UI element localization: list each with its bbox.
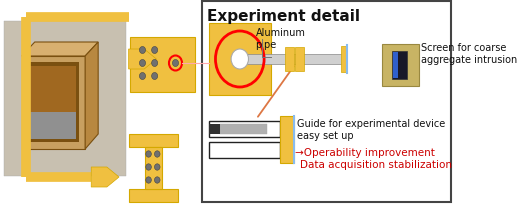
FancyBboxPatch shape	[202, 2, 451, 202]
Text: →Operability improvement: →Operability improvement	[294, 147, 435, 157]
Circle shape	[154, 177, 160, 183]
FancyBboxPatch shape	[4, 22, 126, 176]
Polygon shape	[28, 63, 79, 142]
Polygon shape	[22, 43, 98, 57]
FancyBboxPatch shape	[295, 48, 304, 72]
FancyBboxPatch shape	[208, 24, 271, 95]
FancyBboxPatch shape	[280, 116, 294, 163]
FancyBboxPatch shape	[240, 55, 345, 65]
Polygon shape	[30, 67, 77, 139]
Circle shape	[152, 47, 158, 54]
FancyBboxPatch shape	[130, 38, 195, 93]
Text: Screen for coarse
aggregate intrusion: Screen for coarse aggregate intrusion	[421, 43, 518, 64]
FancyBboxPatch shape	[285, 48, 294, 72]
FancyBboxPatch shape	[208, 142, 280, 158]
Polygon shape	[30, 112, 77, 139]
Circle shape	[172, 60, 179, 67]
FancyBboxPatch shape	[341, 47, 346, 73]
Text: Aluminum
pipe: Aluminum pipe	[255, 28, 305, 49]
Circle shape	[146, 177, 151, 183]
Circle shape	[154, 151, 160, 157]
FancyBboxPatch shape	[220, 124, 267, 134]
Circle shape	[231, 50, 249, 70]
Circle shape	[140, 47, 145, 54]
FancyBboxPatch shape	[382, 45, 419, 86]
FancyBboxPatch shape	[209, 124, 220, 134]
FancyBboxPatch shape	[208, 121, 280, 137]
Circle shape	[152, 60, 158, 67]
FancyBboxPatch shape	[129, 189, 178, 202]
FancyBboxPatch shape	[129, 134, 178, 147]
Circle shape	[146, 151, 151, 157]
Text: Data acquisition stabilization: Data acquisition stabilization	[300, 159, 452, 169]
FancyArrow shape	[91, 167, 119, 187]
Circle shape	[146, 164, 151, 170]
FancyArrow shape	[129, 50, 156, 70]
Circle shape	[152, 73, 158, 80]
Polygon shape	[85, 43, 98, 149]
FancyBboxPatch shape	[393, 53, 398, 79]
Text: Guide for experimental device
easy set up: Guide for experimental device easy set u…	[297, 118, 445, 140]
Circle shape	[154, 164, 160, 170]
Text: Experiment detail: Experiment detail	[207, 8, 360, 23]
Circle shape	[140, 73, 145, 80]
FancyBboxPatch shape	[145, 147, 163, 189]
Circle shape	[140, 60, 145, 67]
Polygon shape	[22, 57, 85, 149]
FancyBboxPatch shape	[392, 52, 407, 80]
